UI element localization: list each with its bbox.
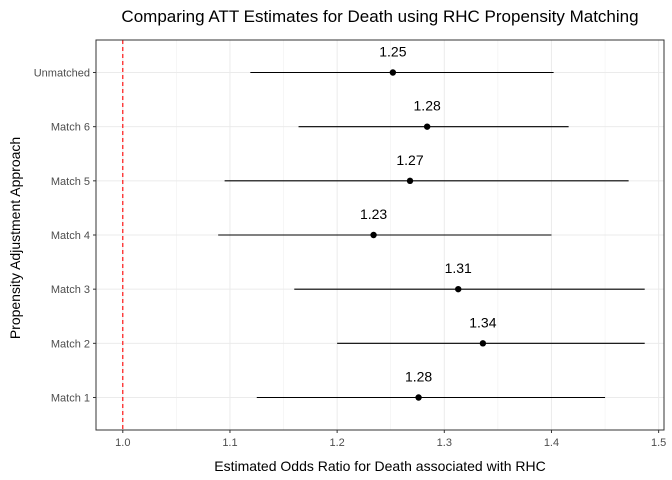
y-tick-label: Match 2 <box>51 338 90 350</box>
plot-panel: 1.25 1.28 1.27 1.23 1.31 1.34 1.28 Unmatched Mat… <box>34 39 666 449</box>
estimate-point <box>415 394 422 401</box>
estimate-point <box>370 231 377 239</box>
estimate-label: 1.28 <box>414 98 441 114</box>
y-tick-label: Unmatched <box>34 68 90 80</box>
x-tick-label: 1.1 <box>222 437 237 449</box>
x-tick-label: 1.3 <box>437 437 452 449</box>
estimate-point <box>423 123 431 130</box>
y-tick-label: Match 5 <box>51 176 90 188</box>
estimate-label: 1.34 <box>469 314 496 330</box>
estimate-point <box>479 340 487 347</box>
estimate-label: 1.23 <box>360 206 387 222</box>
x-tick-label: 1.4 <box>544 437 559 449</box>
y-axis-title: Propensity Adjustment Approach <box>7 137 23 339</box>
estimate-label: 1.27 <box>396 152 423 168</box>
x-axis-title: Estimated Odds Ratio for Death associate… <box>214 458 545 474</box>
estimate-label: 1.31 <box>445 260 472 276</box>
chart-title: Comparing ATT Estimates for Death using … <box>121 7 638 26</box>
y-tick-label: Match 4 <box>51 230 90 242</box>
estimate-point <box>406 177 414 185</box>
x-tick-label: 1.2 <box>329 437 344 449</box>
x-tick-label: 1.5 <box>651 437 666 449</box>
estimate-point <box>455 285 462 293</box>
y-tick-label: Match 3 <box>51 284 90 296</box>
x-tick-label: 1.0 <box>115 437 130 449</box>
estimate-point <box>389 69 397 76</box>
y-tick-label: Match 1 <box>51 393 90 405</box>
estimate-label: 1.28 <box>405 369 432 385</box>
estimate-label: 1.25 <box>379 44 406 60</box>
y-tick-label: Match 6 <box>51 122 90 134</box>
